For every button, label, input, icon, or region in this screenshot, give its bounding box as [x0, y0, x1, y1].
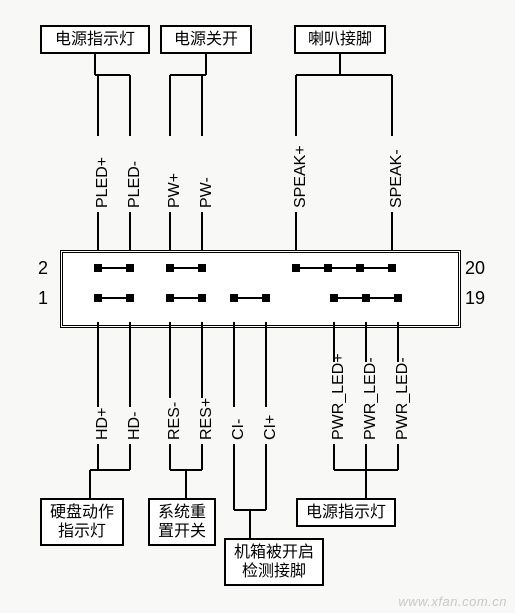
pin-label-res_plus: RES+: [198, 398, 216, 440]
row-num-top-left: 2: [38, 258, 48, 279]
label-chassis: 机箱被开启检测接脚: [224, 538, 324, 586]
pin-label-pwr_led_plus: PWR_LED+: [330, 353, 348, 440]
pin-label-hd_plus: HD+: [94, 408, 112, 440]
pin-label-hd_minus: HD-: [126, 412, 144, 440]
pin-link: [334, 297, 366, 299]
row-num-top-right: 20: [465, 258, 485, 279]
pin-link: [170, 297, 202, 299]
row-num-bot-left: 1: [38, 288, 48, 309]
label-pwr_led2: 电源指示灯: [296, 498, 396, 527]
label-power_sw: 电源关开: [160, 25, 252, 54]
pin-label-speak_plus: SPEAK+: [292, 145, 310, 208]
pin-link: [234, 297, 266, 299]
row-num-bot-right: 19: [465, 288, 485, 309]
pin-link: [98, 297, 130, 299]
label-power_led: 电源指示灯: [40, 25, 150, 54]
pin-link: [360, 267, 392, 269]
label-hdd_led: 硬盘动作指示灯: [40, 498, 124, 546]
label-speaker: 喇叭接脚: [294, 25, 386, 54]
pin-label-pwr_led_m1: PWR_LED-: [362, 357, 380, 440]
pin-label-res_minus: RES-: [166, 402, 184, 440]
front-panel-connector: [60, 250, 461, 328]
label-reset_sw: 系统重置开关: [148, 498, 216, 546]
pin-label-pled_plus: PLED+: [94, 157, 112, 208]
pin-label-pled_minus: PLED-: [126, 161, 144, 208]
pin-link: [98, 267, 130, 269]
watermark: www.xfan.com.cn: [398, 594, 507, 609]
pin-label-pwr_led_m2: PWR_LED-: [394, 357, 412, 440]
pin-label-pw_minus: PW-: [198, 177, 216, 208]
pin-link: [366, 297, 398, 299]
pin-label-ci_minus: CI-: [230, 419, 248, 440]
pin-link: [296, 267, 328, 269]
pin-label-ci_plus: CI+: [262, 415, 280, 440]
pin-label-speak_minus: SPEAK-: [388, 149, 406, 208]
pin-link: [170, 267, 202, 269]
pin-label-pw_plus: PW+: [166, 173, 184, 208]
pin-link: [328, 267, 360, 269]
